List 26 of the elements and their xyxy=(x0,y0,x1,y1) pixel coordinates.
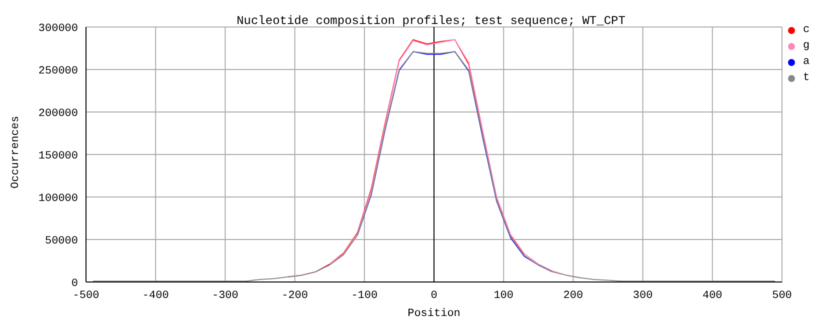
x-tick-label: -400 xyxy=(142,290,169,302)
x-tick-label: -200 xyxy=(282,290,308,302)
y-tick-label: 250000 xyxy=(38,65,78,78)
x-tick-label: 300 xyxy=(632,290,653,302)
line-series xyxy=(92,51,776,282)
y-axis-title: Occurrences xyxy=(10,116,22,188)
y-tick-label: 50000 xyxy=(44,235,78,248)
legend-label: c xyxy=(803,24,810,36)
y-tick-label: 200000 xyxy=(38,108,78,120)
legend-label: t xyxy=(803,72,810,84)
x-axis-title: Position xyxy=(408,308,460,320)
x-tick-label: 200 xyxy=(563,290,584,302)
x-tick-label: 500 xyxy=(772,290,792,302)
legend-label: a xyxy=(803,56,810,68)
x-tick-label: -100 xyxy=(351,290,378,302)
y-tick-label: 0 xyxy=(71,278,78,290)
y-tick-label: 150000 xyxy=(38,150,78,162)
x-tick-label: 0 xyxy=(430,290,438,302)
legend-label: g xyxy=(803,40,810,52)
x-tick-label: 400 xyxy=(702,290,722,302)
x-tick-label: -300 xyxy=(212,290,238,302)
x-tick-label: 100 xyxy=(494,290,514,302)
y-tick-label: 300000 xyxy=(38,22,78,35)
chart-title: Nucleotide composition profiles; test sequence; WT_CPT xyxy=(236,14,626,28)
x-tick-label: -500 xyxy=(72,290,100,302)
y-tick-label: 100000 xyxy=(38,192,78,205)
